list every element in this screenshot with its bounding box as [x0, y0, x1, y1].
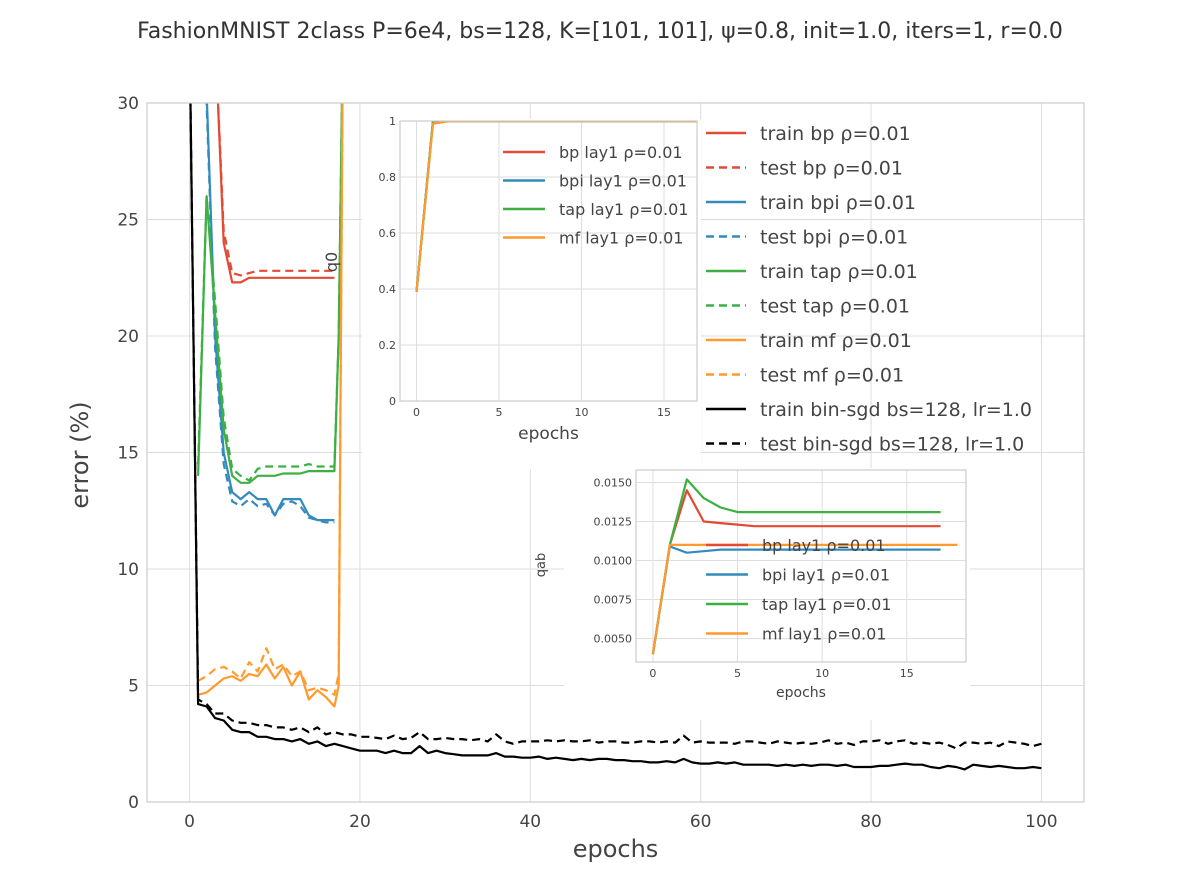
main-xtick-label: 0: [184, 812, 195, 832]
main-legend: train bp ρ=0.01 test bp ρ=0.01 train bpi ρ…: [706, 123, 1032, 455]
inset-q0-xtick-label: 5: [496, 406, 503, 419]
main-legend-label: test bp ρ=0.01: [760, 157, 903, 179]
main-xtick-label: 100: [1025, 812, 1057, 832]
main-ylabel: error (%): [66, 401, 94, 508]
inset-q0-xtick-label: 10: [575, 406, 589, 419]
main-legend-label: test bpi ρ=0.01: [760, 226, 908, 248]
main-xtick-label: 80: [860, 812, 882, 832]
main-xlabel: epochs: [573, 835, 659, 863]
inset-q0-ytick-label: 1: [389, 115, 396, 128]
main-series-train-tap-0-01: [197, 103, 344, 484]
main-legend-label: train mf ρ=0.01: [760, 330, 912, 352]
inset-qab-ytick-label: 0.0125: [594, 515, 633, 528]
inset-q0-frame: [399, 120, 698, 402]
main-series-train-mf-0-01: [197, 103, 344, 708]
inset-qab-series-mf-lay1-0-01: [651, 543, 958, 655]
inset-qab-series-group: [651, 478, 958, 655]
main-series-test-bin-sgd-bs-128-lr-1-0: [189, 103, 1042, 750]
inset-qab-xtick-label: 15: [900, 667, 914, 680]
inset-qab-series-tap-lay1-0-01: [651, 478, 941, 655]
inset-q0-legend: bp lay1 ρ=0.01 bpi lay1 ρ=0.01 tap lay1 ρ=…: [503, 143, 689, 247]
inset-qab-panel: 0 5 10 15 0.0050 0.0075 0.0100 0.0125 0.0150 epoc…: [594, 469, 967, 701]
main-legend-label: train bpi ρ=0.01: [760, 192, 916, 214]
inset-q0-ytick-label: 0.8: [379, 171, 397, 184]
inset-qab-legend-label: mf lay1 ρ=0.01: [762, 624, 886, 643]
inset-qab-legend-label: tap lay1 ρ=0.01: [762, 595, 892, 614]
inset-qab-legend-label: bpi lay1 ρ=0.01: [762, 565, 890, 584]
inset-q0-ytick-label: 0.2: [379, 339, 397, 352]
main-ytick-label: 20: [117, 327, 139, 347]
inset-qab-plot-area: [636, 470, 966, 662]
inset-q0-panel: 0 5 10 15 0 0.2 0.4 0.6 0.8 1 epochs: [379, 115, 698, 444]
inset-qab-ytick-label: 0.0050: [594, 632, 633, 645]
inset-q0-ytick-label: 0: [389, 395, 396, 408]
main-series-test-bpi-0-01: [205, 103, 335, 524]
inset-q0-ytick-label: 0.4: [379, 283, 397, 296]
inset-q0-xtick-label: 0: [413, 406, 420, 419]
main-series-test-mf-0-01: [197, 103, 344, 696]
main-ytick-label: 15: [117, 443, 139, 463]
main-legend-label: test mf ρ=0.01: [760, 364, 904, 386]
inset-qab-xtick-label: 10: [815, 667, 829, 680]
inset-q0-ylabel: q0: [322, 252, 341, 272]
inset-q0-ytick-label: 0.6: [379, 227, 397, 240]
main-ytick-label: 5: [128, 676, 139, 696]
main-legend-label: train bin-sgd bs=128, lr=1.0: [760, 399, 1032, 421]
inset-qab-series-bpi-lay1-0-01: [651, 545, 941, 655]
inset-qab-ytick-label: 0.0075: [594, 593, 633, 606]
inset-qab-legend: bp lay1 ρ=0.01 bpi lay1 ρ=0.01 tap lay1 ρ=…: [706, 536, 892, 643]
inset-qab-ylabel: qab: [534, 553, 549, 577]
main-series-group: [189, 103, 1042, 771]
main-ytick-label: 0: [128, 793, 139, 813]
inset-qab-xtick-label: 5: [734, 667, 741, 680]
main-ytick-label: 25: [117, 210, 139, 230]
main-legend-label: test tap ρ=0.01: [760, 295, 910, 317]
main-series-train-bin-sgd-bs-128-lr-1-0: [189, 103, 1042, 771]
inset-q0-legend-label: tap lay1 ρ=0.01: [559, 200, 689, 219]
main-ytick-label: 10: [117, 560, 139, 580]
inset-q0-xlabel: epochs: [518, 424, 579, 444]
main-xtick-label: 60: [690, 812, 712, 832]
main-legend-label: train bp ρ=0.01: [760, 123, 911, 145]
inset-q0-legend-label: bp lay1 ρ=0.01: [559, 143, 683, 162]
main-xtick-label: 20: [349, 812, 371, 832]
main-frame: [146, 102, 1085, 803]
inset-q0-plot-area: [400, 121, 697, 401]
main-xtick-label: 40: [519, 812, 541, 832]
inset-qab-ytick-label: 0.0150: [594, 476, 633, 489]
inset-qab-frame: [635, 469, 967, 663]
inset-qab-series-bp-lay1-0-01: [651, 489, 941, 655]
inset-qab-ytick-label: 0.0100: [594, 554, 633, 567]
inset-q0-legend-label: mf lay1 ρ=0.01: [559, 228, 683, 247]
inset-qab-xlabel: epochs: [776, 685, 826, 701]
inset-qab-xtick-label: 0: [649, 667, 656, 680]
main-ytick-label: 30: [117, 94, 139, 114]
inset-qab-legend-label: bp lay1 ρ=0.01: [762, 536, 886, 555]
figure-title: FashionMNIST 2class P=6e4, bs=128, K=[10…: [137, 19, 1063, 44]
inset-q0-xtick-label: 15: [657, 406, 671, 419]
main-legend-label: test bin-sgd bs=128, lr=1.0: [760, 433, 1024, 455]
main-legend-label: train tap ρ=0.01: [760, 261, 918, 283]
inset-q0-legend-label: bpi lay1 ρ=0.01: [559, 171, 687, 190]
main-series-test-bp-0-01: [217, 103, 335, 277]
